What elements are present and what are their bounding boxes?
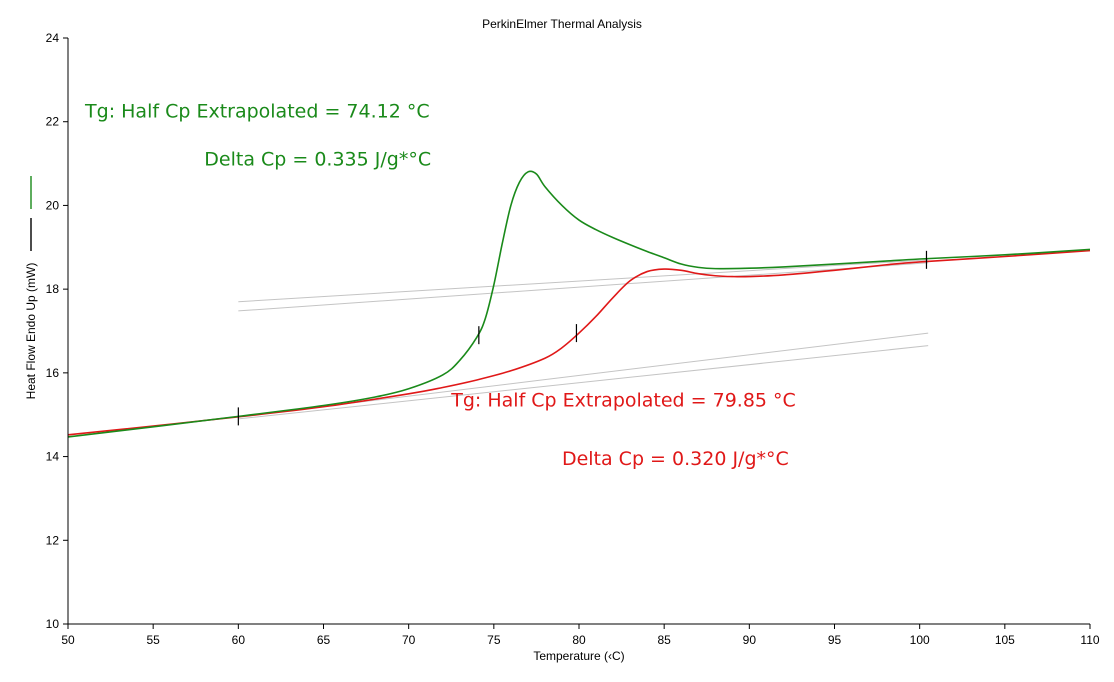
x-tick-label-110: 110 xyxy=(1080,633,1099,647)
series-line-1 xyxy=(67,249,1091,436)
x-tick-label-85: 85 xyxy=(657,633,671,647)
y-axis-title: Heat Flow Endo Up (mW) xyxy=(24,263,38,400)
y-tick-label-14: 14 xyxy=(46,450,60,464)
x-tick-label-90: 90 xyxy=(743,633,757,647)
x-tick-label-105: 105 xyxy=(995,633,1015,647)
x-tick-label-95: 95 xyxy=(828,633,842,647)
y-tick-label-12: 12 xyxy=(46,533,60,547)
x-tick-label-60: 60 xyxy=(232,633,246,647)
y-tick-label-22: 22 xyxy=(46,115,60,129)
series-lines xyxy=(67,170,1091,438)
baseline-1 xyxy=(238,262,929,312)
y-tick-label-18: 18 xyxy=(46,282,60,296)
annotation-2: Tg: Half Cp Extrapolated = 79.85 °C xyxy=(450,389,796,411)
x-tick-label-75: 75 xyxy=(487,633,501,647)
chart-title: PerkinElmer Thermal Analysis xyxy=(482,17,642,31)
baseline-0 xyxy=(238,259,929,303)
y-tick-label-16: 16 xyxy=(46,366,60,380)
series-line-0 xyxy=(67,170,1091,438)
y-tick-label-24: 24 xyxy=(46,31,60,45)
y-ticks: 10 12 14 16 18 20 22 24 xyxy=(46,31,68,631)
annotation-1: Delta Cp = 0.335 J/g*°C xyxy=(204,149,431,171)
x-tick-label-50: 50 xyxy=(61,633,75,647)
y-tick-label-10: 10 xyxy=(46,617,60,631)
x-tick-label-70: 70 xyxy=(402,633,416,647)
tg-markers xyxy=(237,250,928,426)
annotations: Tg: Half Cp Extrapolated = 74.12 °C Delta… xyxy=(84,101,796,470)
y-tick-label-20: 20 xyxy=(46,198,60,212)
x-tick-label-65: 65 xyxy=(317,633,331,647)
baseline-3 xyxy=(238,345,929,420)
x-tick-label-80: 80 xyxy=(572,633,586,647)
axes xyxy=(67,38,1090,625)
annotation-0: Tg: Half Cp Extrapolated = 74.12 °C xyxy=(84,101,430,123)
x-tick-label-55: 55 xyxy=(146,633,160,647)
annotation-3: Delta Cp = 0.320 J/g*°C xyxy=(562,448,789,470)
x-tick-label-100: 100 xyxy=(910,633,930,647)
x-ticks: 50 55 60 65 70 75 80 85 90 95 100 105 110 xyxy=(61,624,1100,647)
x-axis-title: Temperature (‹C) xyxy=(533,649,624,663)
